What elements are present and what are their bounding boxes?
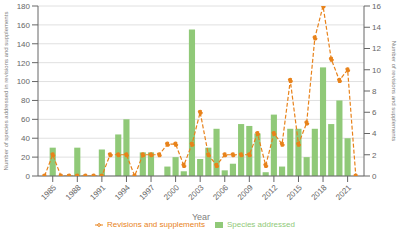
svg-text:60: 60 — [21, 115, 30, 124]
svg-text:Number of species addressed in: Number of species addressed in revisions… — [3, 12, 9, 171]
svg-text:120: 120 — [17, 59, 31, 68]
svg-text:2000: 2000 — [162, 183, 181, 202]
svg-text:2003: 2003 — [187, 183, 206, 202]
svg-text:40: 40 — [21, 134, 30, 143]
svg-text:1991: 1991 — [88, 183, 107, 202]
svg-text:0: 0 — [372, 172, 377, 181]
svg-text:100: 100 — [17, 77, 31, 86]
svg-text:2: 2 — [372, 151, 377, 160]
svg-text:Year: Year — [192, 212, 210, 222]
html-text:Revisions and supplements: Revisions and supplements — [107, 220, 205, 229]
svg-text:14: 14 — [372, 23, 381, 32]
svg-text:2015: 2015 — [285, 183, 304, 202]
svg-text:180: 180 — [17, 2, 31, 11]
svg-text:10: 10 — [372, 66, 381, 75]
svg-text:2021: 2021 — [334, 183, 353, 202]
svg-text:2006: 2006 — [211, 183, 230, 202]
svg-text:2018: 2018 — [310, 183, 329, 202]
svg-text:2012: 2012 — [260, 183, 279, 202]
svg-text:1997: 1997 — [138, 183, 157, 202]
svg-text:2009: 2009 — [236, 183, 255, 202]
svg-text:1988: 1988 — [64, 183, 83, 202]
svg-text:20: 20 — [21, 153, 30, 162]
svg-text:1994: 1994 — [113, 183, 132, 202]
svg-text:6: 6 — [372, 108, 377, 117]
html-text:Species addressed: Species addressed — [226, 220, 295, 229]
svg-text:160: 160 — [17, 21, 31, 30]
svg-text:1985: 1985 — [39, 183, 58, 202]
svg-text:4: 4 — [372, 129, 377, 138]
svg-text:8: 8 — [372, 87, 377, 96]
svg-text:16: 16 — [372, 2, 381, 11]
svg-text:Number of revisions and supple: Number of revisions and supplements — [391, 41, 397, 142]
svg-text:0: 0 — [26, 172, 31, 181]
svg-text:140: 140 — [17, 40, 31, 49]
svg-text:12: 12 — [372, 44, 381, 53]
svg-text:80: 80 — [21, 96, 30, 105]
